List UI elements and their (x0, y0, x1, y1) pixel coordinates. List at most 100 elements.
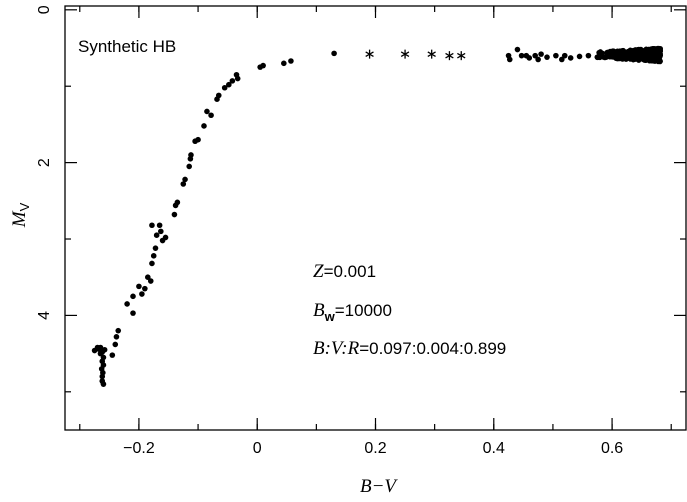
data-point (97, 344, 104, 351)
data-point (174, 199, 181, 206)
data-point (623, 56, 629, 62)
data-point (260, 62, 266, 69)
data-point (636, 51, 643, 57)
data-point (636, 46, 642, 52)
annotation-ratio-symbol: B:V:R (313, 338, 360, 359)
data-point (186, 163, 192, 170)
svg-text:MV: MV (9, 202, 32, 228)
data-point (514, 46, 521, 53)
y-tick-label: 0 (36, 5, 53, 14)
x-tick-label: −0.2 (123, 440, 155, 457)
data-point (331, 50, 337, 57)
data-point (195, 136, 201, 143)
y-axis-title-main: M (9, 210, 30, 228)
data-point (229, 78, 236, 84)
x-axis-title: B−V (360, 476, 398, 497)
data-point (124, 301, 130, 307)
data-point (617, 55, 624, 61)
asterisk-point (427, 49, 436, 59)
y-tick-label: 4 (36, 311, 53, 320)
data-point (567, 55, 574, 61)
data-point (158, 228, 164, 235)
data-point (649, 53, 655, 59)
data-point (226, 81, 232, 88)
data-point (112, 341, 119, 348)
data-point (288, 58, 294, 64)
data-point (139, 291, 145, 297)
data-point (109, 352, 116, 358)
data-point (171, 211, 178, 218)
data-point (130, 310, 136, 316)
data-point (281, 60, 287, 67)
data-point (645, 47, 651, 53)
data-point (604, 52, 610, 58)
y-axis-title-sub: V (17, 202, 32, 211)
data-point (147, 278, 154, 284)
data-point (180, 181, 187, 187)
data-point (153, 232, 160, 238)
data-point (201, 123, 207, 129)
data-point (640, 56, 646, 62)
data-point (234, 75, 241, 82)
asterisk-point (365, 49, 374, 59)
data-point (113, 333, 120, 340)
data-point (136, 283, 142, 290)
data-points (91, 45, 664, 387)
data-point (598, 50, 604, 57)
annotation-bw-sub: w (324, 309, 336, 324)
plot-frame (64, 5, 687, 431)
data-point (623, 49, 630, 56)
axis-ticks: −0.2 0 0.2 0.4 0.6 0 2 4 (36, 5, 686, 457)
data-point (208, 112, 214, 119)
annotation-ratio-value: =0.097:0.004:0.899 (359, 339, 506, 358)
annotation-z: Z=0.001 (313, 261, 376, 282)
data-point (150, 253, 157, 259)
data-point (182, 176, 188, 183)
data-point (553, 52, 559, 59)
x-tick-label: 0 (253, 440, 262, 457)
data-point (535, 56, 541, 63)
data-point (145, 274, 151, 281)
data-point (188, 152, 194, 158)
data-point (156, 222, 163, 229)
data-point (149, 222, 155, 229)
annotation-bw-value: =10000 (335, 301, 392, 320)
data-point (215, 92, 222, 99)
data-point (654, 57, 661, 64)
data-point (576, 53, 583, 60)
data-point (585, 52, 592, 59)
data-point (561, 52, 568, 59)
data-point (544, 54, 550, 60)
data-point (559, 56, 565, 63)
data-point (100, 381, 107, 387)
chart-title: Synthetic HB (78, 37, 176, 56)
data-point (506, 56, 513, 63)
data-point (619, 50, 625, 56)
data-point (99, 373, 106, 380)
data-point (130, 293, 136, 300)
data-point (204, 108, 210, 115)
data-point (142, 285, 148, 292)
data-point (221, 84, 228, 91)
data-point (538, 51, 544, 57)
data-point (162, 234, 169, 241)
annotation-bw: Bw=10000 (313, 300, 392, 324)
data-point (526, 55, 533, 61)
asterisk-point (400, 49, 410, 59)
data-point (518, 52, 525, 59)
data-point (532, 52, 538, 59)
y-axis-title: MV (9, 202, 32, 228)
data-point (614, 49, 620, 56)
annotation-ratio: B:V:R=0.097:0.004:0.899 (313, 338, 506, 359)
annotation-z-symbol: Z (313, 261, 324, 282)
y-tick-label: 2 (36, 158, 53, 167)
data-point (149, 260, 155, 267)
data-point (101, 346, 108, 353)
data-point (115, 327, 122, 334)
data-point (655, 45, 661, 51)
annotation-bw-symbol: B (313, 300, 325, 321)
data-point (152, 245, 159, 251)
asterisk-point (445, 51, 454, 61)
x-tick-label: 0.6 (601, 440, 623, 457)
